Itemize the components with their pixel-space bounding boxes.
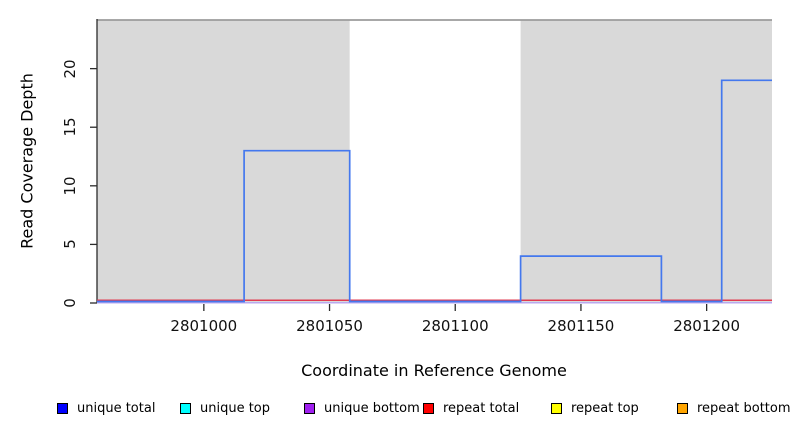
- x-tick-label: 2801050: [296, 317, 363, 335]
- x-tick-label: 2801000: [170, 317, 238, 335]
- y-axis-title: Read Coverage Depth: [17, 73, 37, 249]
- legend-label: unique bottom: [324, 401, 420, 416]
- coverage-step-line: [97, 79, 772, 303]
- legend-label: repeat total: [443, 401, 520, 416]
- x-axis-title: Coordinate in Reference Genome: [301, 361, 567, 380]
- y-tick-label: 10: [61, 176, 79, 196]
- y-tick-label: 0: [61, 298, 79, 308]
- legend-item-repeat-bottom: repeat bottom: [677, 401, 791, 416]
- y-tick-label: 5: [61, 239, 79, 250]
- y-tick-label: 15: [61, 117, 79, 137]
- legend-swatch-icon: [180, 403, 191, 414]
- legend-label: unique top: [200, 401, 271, 416]
- legend-swatch-icon: [423, 403, 434, 414]
- legend-swatch-icon: [57, 403, 68, 414]
- legend-swatch-icon: [551, 403, 562, 414]
- legend-item-unique-total: unique total: [57, 401, 155, 416]
- legend-label: unique total: [77, 401, 156, 416]
- legend-label: repeat bottom: [697, 401, 791, 416]
- x-tick-label: 2801150: [547, 317, 615, 335]
- legend-item-repeat-top: repeat top: [551, 401, 639, 416]
- y-tick-label: 20: [61, 59, 79, 79]
- legend-swatch-icon: [677, 403, 688, 414]
- legend-item-repeat-total: repeat total: [423, 401, 519, 416]
- x-tick-label: 2801100: [421, 317, 489, 335]
- shaded-region: [520, 20, 772, 303]
- x-tick-label: 2801200: [673, 317, 741, 335]
- legend-label: repeat top: [571, 401, 639, 416]
- legend-item-unique-top: unique top: [180, 401, 270, 416]
- legend-item-unique-bottom: unique bottom: [304, 401, 420, 416]
- legend-swatch-icon: [304, 403, 315, 414]
- shaded-region: [97, 20, 350, 303]
